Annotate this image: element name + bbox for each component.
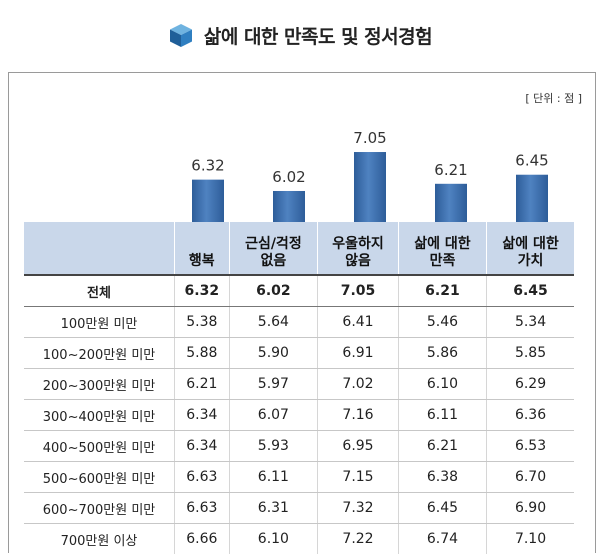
table-cell: 6.74 (398, 524, 486, 554)
bar-value-label: 6.32 (191, 157, 224, 175)
table-cell: 6.63 (175, 462, 230, 493)
table-cell: 5.38 (175, 307, 230, 338)
table-cell: 6.34 (175, 431, 230, 462)
table-cell: 6.29 (487, 369, 574, 400)
table-cell: 7.22 (318, 524, 399, 554)
table-cell: 6.90 (487, 493, 574, 524)
row-label: 전체 (24, 275, 175, 307)
table-cell: 7.15 (318, 462, 399, 493)
table-cell: 5.97 (229, 369, 318, 400)
table-cell: 6.36 (487, 400, 574, 431)
table-cell: 6.66 (175, 524, 230, 554)
table-cell: 7.16 (318, 400, 399, 431)
table-cell: 6.11 (398, 400, 486, 431)
table-cell: 7.05 (318, 275, 399, 307)
table-cell: 5.85 (487, 338, 574, 369)
table-cell: 5.64 (229, 307, 318, 338)
row-label: 200~300만원 미만 (24, 369, 175, 400)
row-label: 500~600만원 미만 (24, 462, 175, 493)
row-label: 400~500만원 미만 (24, 431, 175, 462)
table-cell: 7.32 (318, 493, 399, 524)
row-label: 100만원 미만 (24, 307, 175, 338)
table-cell: 6.34 (175, 400, 230, 431)
row-label: 700만원 이상 (24, 524, 175, 554)
table-cell: 7.02 (318, 369, 399, 400)
row-label: 600~700만원 미만 (24, 493, 175, 524)
bar (192, 180, 224, 222)
bar-value-label: 6.45 (515, 152, 548, 170)
bar-value-label: 6.02 (272, 168, 305, 186)
table-cell: 5.86 (398, 338, 486, 369)
bar (516, 175, 548, 222)
table-cell: 6.02 (229, 275, 318, 307)
table-cell: 6.38 (398, 462, 486, 493)
table-cell: 6.21 (175, 369, 230, 400)
table-cell: 6.53 (487, 431, 574, 462)
bar-value-label: 7.05 (353, 129, 386, 147)
table-cell: 6.45 (398, 493, 486, 524)
table-cell: 6.63 (175, 493, 230, 524)
table-cell: 6.10 (229, 524, 318, 554)
table-cell: 6.11 (229, 462, 318, 493)
table-cell: 6.10 (398, 369, 486, 400)
table-cell: 6.70 (487, 462, 574, 493)
table-cell: 5.34 (487, 307, 574, 338)
table-cell: 6.95 (318, 431, 399, 462)
row-label: 300~400만원 미만 (24, 400, 175, 431)
table-cell: 6.41 (318, 307, 399, 338)
table-cell: 5.88 (175, 338, 230, 369)
table-cell: 5.93 (229, 431, 318, 462)
table-cell: 5.90 (229, 338, 318, 369)
table-cell: 6.45 (487, 275, 574, 307)
table-cell: 6.31 (229, 493, 318, 524)
table-cell: 7.10 (487, 524, 574, 554)
table-corner-cell (24, 222, 175, 275)
table-cell: 6.91 (318, 338, 399, 369)
table-cell: 6.07 (229, 400, 318, 431)
bar-value-label: 6.21 (434, 161, 467, 179)
table-cell: 6.21 (398, 275, 486, 307)
column-header: 행복 (175, 222, 230, 275)
bar (273, 191, 305, 222)
bar-chart: 6.32 6.02 7.05 6.21 6.45 (0, 0, 600, 230)
table-cell: 6.32 (175, 275, 230, 307)
table-cell: 6.21 (398, 431, 486, 462)
row-label: 100~200만원 미만 (24, 338, 175, 369)
table-cell: 5.46 (398, 307, 486, 338)
bar (354, 152, 386, 222)
bar (435, 184, 467, 222)
